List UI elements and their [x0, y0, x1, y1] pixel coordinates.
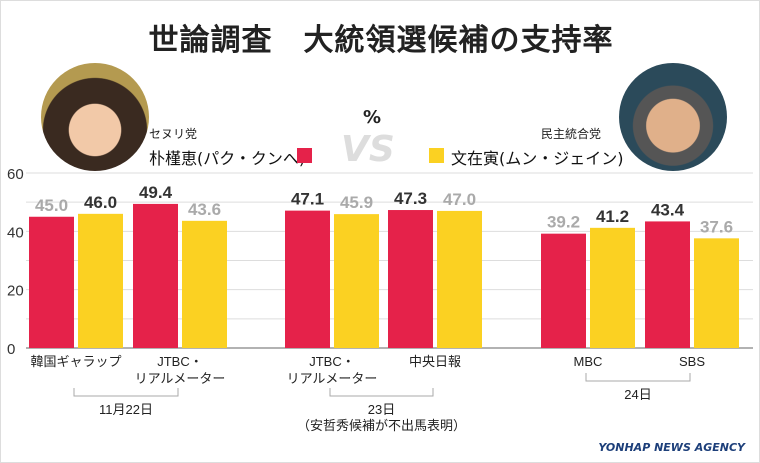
group-note: （安哲秀候補が不出馬表明）: [297, 418, 466, 433]
legend-swatch-yellow: [429, 148, 444, 163]
group-bracket: [585, 373, 691, 382]
category-label: JTBC・: [309, 354, 355, 369]
data-label: 47.0: [443, 190, 476, 209]
bar-moon: [334, 214, 379, 348]
data-label: 47.1: [291, 190, 324, 209]
bar-moon: [694, 238, 739, 348]
group-label: 24日: [624, 387, 651, 402]
group-label: 11月22日: [99, 402, 153, 417]
data-label: 45.9: [340, 193, 373, 212]
bar-moon: [78, 213, 123, 348]
y-tick-label: 20: [7, 283, 24, 300]
category-label: 中央日報: [409, 354, 461, 369]
category-label: MBC: [574, 354, 603, 369]
bar-park: [29, 216, 74, 348]
bar-park: [645, 221, 690, 348]
data-label: 49.4: [139, 183, 173, 202]
yonhap-logo: YONHAP NEWS AGENCY: [598, 441, 745, 454]
bar-park: [388, 210, 433, 348]
y-tick-label: 0: [7, 341, 15, 358]
bar-moon: [182, 220, 227, 348]
data-label: 39.2: [547, 213, 580, 232]
data-label: 46.0: [84, 193, 117, 212]
candidate-name-2: 文在寅(ムン・ジェイン): [451, 149, 624, 168]
unit-label: %: [363, 107, 382, 128]
bar-park: [285, 210, 330, 348]
bar-park: [541, 233, 586, 348]
category-label: 韓国ギャラップ: [30, 354, 121, 369]
legend-swatch-red: [297, 148, 312, 163]
group-label: 23日: [368, 402, 395, 417]
y-tick-label: 40: [7, 224, 24, 241]
chart-title: 世論調査 大統領選候補の支持率: [148, 23, 614, 58]
category-label: リアルメーター: [135, 371, 226, 386]
candidate-photo-moon: [619, 63, 727, 171]
category-label: JTBC・: [157, 354, 203, 369]
y-tick-label: 60: [7, 166, 24, 183]
data-label: 43.6: [188, 200, 221, 219]
bar-moon: [437, 210, 482, 348]
data-label: 43.4: [651, 200, 685, 219]
candidate-name-1: 朴槿恵(パク・クンへ): [149, 149, 306, 168]
group-bracket: [73, 388, 179, 397]
group-bracket: [329, 388, 434, 397]
party-label-1: セヌリ党: [149, 127, 198, 141]
data-label: 41.2: [596, 207, 629, 226]
bar-moon: [590, 227, 635, 348]
data-label: 37.6: [700, 217, 733, 236]
data-label: 45.0: [35, 196, 68, 215]
candidate-photo-park: [41, 63, 149, 171]
category-label: リアルメーター: [287, 371, 378, 386]
party-label-2: 民主統合党: [541, 127, 602, 141]
data-label: 47.3: [394, 189, 427, 208]
bar-park: [133, 203, 178, 348]
vs-label: VS: [341, 129, 395, 170]
category-label: SBS: [679, 354, 705, 369]
